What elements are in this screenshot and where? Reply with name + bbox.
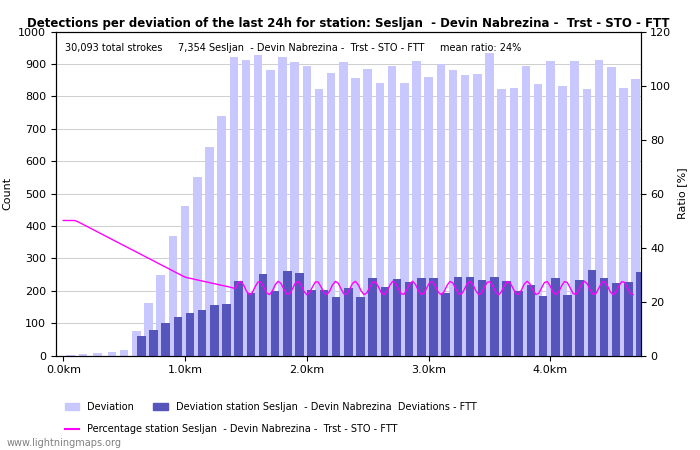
Bar bbox=[66, 355, 75, 356]
Bar bbox=[600, 278, 608, 356]
Text: 30,093 total strokes     7,354 Sesljan  - Devin Nabrezina -  Trst - STO - FTT   : 30,093 total strokes 7,354 Sesljan - Dev… bbox=[65, 43, 521, 53]
Bar bbox=[381, 287, 389, 356]
Y-axis label: Count: Count bbox=[3, 177, 13, 210]
Bar bbox=[393, 279, 401, 356]
Bar bbox=[186, 313, 194, 356]
Bar bbox=[400, 83, 409, 356]
Bar bbox=[278, 57, 287, 356]
Bar bbox=[485, 53, 494, 356]
Bar bbox=[587, 270, 596, 356]
Bar bbox=[302, 66, 311, 356]
Bar bbox=[149, 329, 158, 356]
Bar bbox=[564, 295, 572, 356]
Bar bbox=[351, 78, 360, 356]
Bar bbox=[388, 66, 396, 356]
Bar bbox=[376, 83, 384, 356]
Bar bbox=[551, 278, 559, 356]
Bar bbox=[332, 297, 340, 356]
Text: www.lightningmaps.org: www.lightningmaps.org bbox=[7, 438, 122, 448]
Bar bbox=[498, 89, 506, 356]
Bar bbox=[449, 70, 457, 356]
Bar bbox=[473, 74, 482, 356]
Bar bbox=[534, 84, 542, 356]
Bar bbox=[290, 62, 299, 356]
Bar bbox=[339, 62, 348, 356]
Bar bbox=[522, 67, 531, 356]
Bar bbox=[437, 64, 445, 356]
Bar bbox=[320, 290, 328, 356]
Bar bbox=[254, 55, 262, 356]
Bar bbox=[417, 279, 426, 356]
Bar bbox=[259, 274, 267, 356]
Y-axis label: Ratio [%]: Ratio [%] bbox=[677, 168, 687, 219]
Bar bbox=[356, 297, 365, 356]
Bar bbox=[246, 292, 255, 356]
Bar bbox=[234, 281, 243, 356]
Bar bbox=[461, 75, 470, 356]
Bar bbox=[510, 88, 518, 356]
Bar bbox=[217, 116, 226, 356]
Bar bbox=[546, 61, 554, 356]
Bar bbox=[137, 336, 146, 356]
Bar bbox=[222, 304, 231, 356]
Bar bbox=[412, 61, 421, 356]
Bar bbox=[120, 350, 129, 356]
Bar bbox=[93, 353, 102, 356]
Legend: Percentage station Sesljan  - Devin Nabrezina -  Trst - STO - FTT: Percentage station Sesljan - Devin Nabre… bbox=[61, 420, 401, 438]
Bar bbox=[181, 207, 189, 356]
Bar bbox=[363, 69, 372, 356]
Bar bbox=[559, 86, 567, 356]
Bar bbox=[539, 296, 547, 356]
Bar bbox=[315, 89, 323, 356]
Bar bbox=[157, 274, 165, 356]
Bar bbox=[169, 236, 177, 356]
Bar bbox=[405, 282, 414, 356]
Bar bbox=[78, 354, 87, 356]
Bar bbox=[198, 310, 206, 356]
Bar bbox=[205, 147, 214, 356]
Bar bbox=[210, 305, 218, 356]
Bar bbox=[595, 60, 603, 356]
Bar bbox=[241, 60, 250, 356]
Bar bbox=[582, 90, 592, 356]
Bar bbox=[478, 280, 486, 356]
Bar bbox=[283, 270, 292, 356]
Bar bbox=[193, 177, 202, 356]
Bar bbox=[295, 273, 304, 356]
Bar bbox=[607, 67, 615, 356]
Bar bbox=[344, 288, 353, 356]
Title: Detections per deviation of the last 24h for station: Sesljan  - Devin Nabrezina: Detections per deviation of the last 24h… bbox=[27, 18, 669, 30]
Bar bbox=[424, 76, 433, 356]
Bar bbox=[230, 57, 238, 356]
Bar bbox=[307, 290, 316, 356]
Bar bbox=[631, 79, 640, 356]
Bar bbox=[174, 317, 182, 356]
Bar bbox=[620, 88, 628, 356]
Bar bbox=[466, 277, 475, 356]
Bar bbox=[575, 280, 584, 356]
Bar bbox=[454, 277, 462, 356]
Bar bbox=[429, 278, 438, 356]
Bar bbox=[132, 331, 141, 356]
Bar bbox=[108, 351, 116, 356]
Bar bbox=[490, 277, 498, 356]
Bar bbox=[327, 73, 335, 356]
Bar bbox=[503, 281, 511, 356]
Bar bbox=[636, 272, 645, 356]
Bar bbox=[612, 283, 620, 356]
Bar bbox=[144, 303, 153, 356]
Bar bbox=[368, 278, 377, 356]
Bar bbox=[570, 61, 579, 356]
Bar bbox=[514, 291, 523, 356]
Bar bbox=[266, 70, 274, 356]
Bar bbox=[271, 291, 279, 356]
Bar bbox=[161, 323, 170, 356]
Bar bbox=[624, 282, 633, 356]
Bar bbox=[526, 285, 536, 356]
Bar bbox=[442, 292, 450, 356]
